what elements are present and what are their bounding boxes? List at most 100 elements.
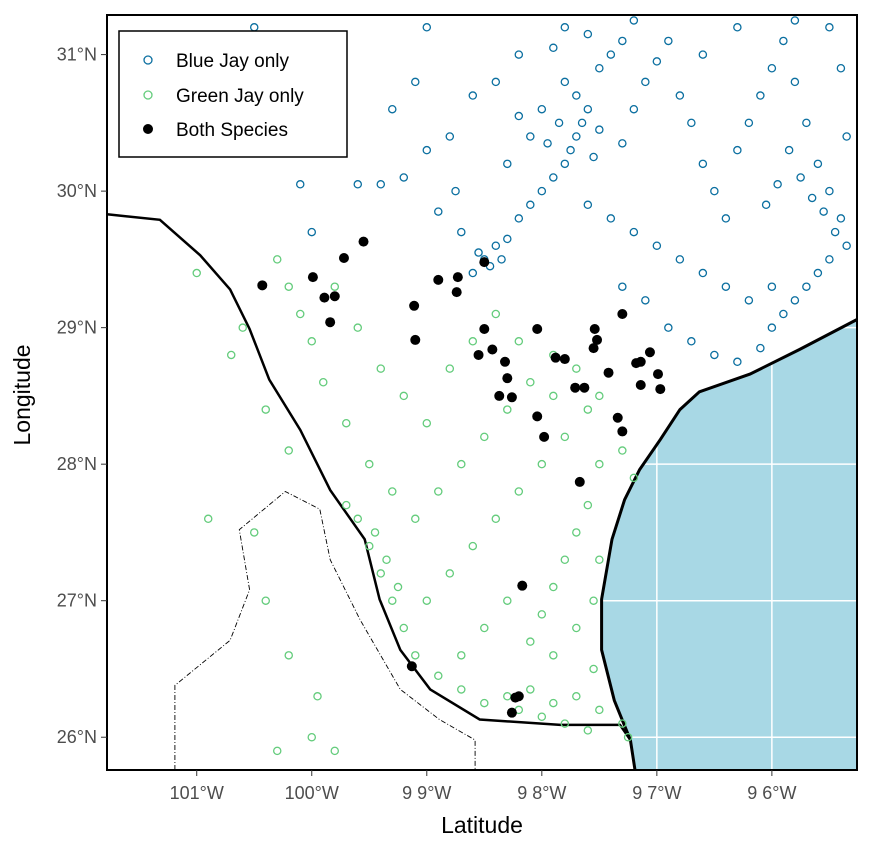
blue-jay-point [733,145,742,155]
green-jay-point [526,637,535,646]
green-jay-point [272,746,282,756]
both-species-point [617,308,628,319]
blue-jay-point [767,323,777,332]
green-jay-point [572,692,581,701]
blue-jay-point [434,207,443,216]
green-jay-point [480,432,489,442]
green-jay-point [370,528,380,537]
green-jay-point [572,364,581,373]
green-jay-point [376,569,386,578]
green-jay-point [629,473,639,483]
blue-jay-point [641,77,650,87]
both-species-point [539,431,550,442]
blue-jay-point [543,139,552,148]
green-jay-point [249,528,259,537]
green-jay-point [411,514,420,524]
blue-jay-point [675,255,685,264]
green-jay-point [342,500,351,510]
blue-jay-point [733,23,742,32]
blue-jay-point [807,193,817,203]
y-tick-label: 30°N [57,181,97,201]
blue-jay-point [629,104,639,114]
blue-jay-point [825,186,834,196]
blue-jay-point [698,50,708,59]
blue-jay-point [457,227,466,237]
blue-jay-point [830,227,840,237]
green-jay-point [537,459,547,469]
green-jay-point [226,350,236,360]
blue-jay-point [629,227,639,237]
blue-jay-point [388,104,397,114]
green-jay-point [514,337,524,346]
green-jay-point [514,487,524,496]
green-jay-point [261,596,270,605]
both-species-point [452,272,463,283]
green-jay-point [388,596,397,605]
both-species-point [532,411,543,422]
green-jay-point [560,555,570,564]
green-jay-point [480,623,489,633]
coastline [600,318,858,771]
both-species-point [588,343,599,354]
green-jay-point [595,555,604,564]
green-jay-point [526,685,535,694]
green-jay-point [422,596,432,605]
blue-jay-point [767,282,777,291]
blue-jay-point [784,145,794,155]
blue-jay-point [664,323,673,332]
both-species-point [479,324,490,335]
green-jay-point [457,685,466,694]
blue-jay-point [842,132,851,141]
blue-jay-point [422,23,432,32]
green-jay-point [595,459,604,469]
blue-jay-point [296,180,305,189]
blue-jay-point [687,337,696,346]
both-species-point [409,300,420,311]
green-jay-point [192,268,201,278]
green-jay-point [353,514,363,524]
blue-jay-point [687,118,696,128]
green-jay-point [503,596,512,605]
legend-label-blue-jay: Blue Jay only [176,51,290,72]
both-species-point [612,412,623,423]
blue-jay-point [796,173,805,182]
green-jay-point [549,651,558,660]
blue-jay-point [497,255,506,264]
blue-jay-point [698,268,708,278]
both-species-point [532,324,543,335]
blue-jay-point [698,159,708,169]
green-jay-point [319,378,328,387]
blue-jay-point [733,357,742,367]
green-jay-point [572,623,581,633]
blue-jay-point [422,145,432,155]
blue-jay-point [560,159,570,169]
blue-jay-point [537,186,547,196]
blue-jay-point [503,159,512,169]
green-jay-point [272,255,282,264]
green-jay-point [284,282,293,291]
green-jay-point [313,692,322,701]
both-species-point [257,280,268,291]
blue-jay-point [761,200,771,210]
green-jay-point [503,405,512,414]
blue-jay-point [491,77,501,87]
blue-jay-point [583,200,593,210]
green-jay-point [284,446,293,455]
green-jay-point [445,364,455,373]
green-jay-point [457,651,466,660]
blue-jay-point [652,57,662,66]
green-jay-point [434,487,443,496]
both-species-point [451,287,462,298]
blue-jay-point [583,104,593,114]
legend-label-green-jay: Green Jay only [176,86,304,107]
blue-jay-point [721,282,731,291]
green-jay-point [307,337,317,346]
legend-box [118,30,348,158]
x-tick-label: 100°W [285,783,339,803]
both-species-point [410,334,421,345]
green-jay-point [589,596,598,605]
blue-jay-point [790,296,800,305]
blue-jay-point [606,50,616,59]
blue-jay-point [618,139,627,148]
blue-jay-point [779,36,788,46]
